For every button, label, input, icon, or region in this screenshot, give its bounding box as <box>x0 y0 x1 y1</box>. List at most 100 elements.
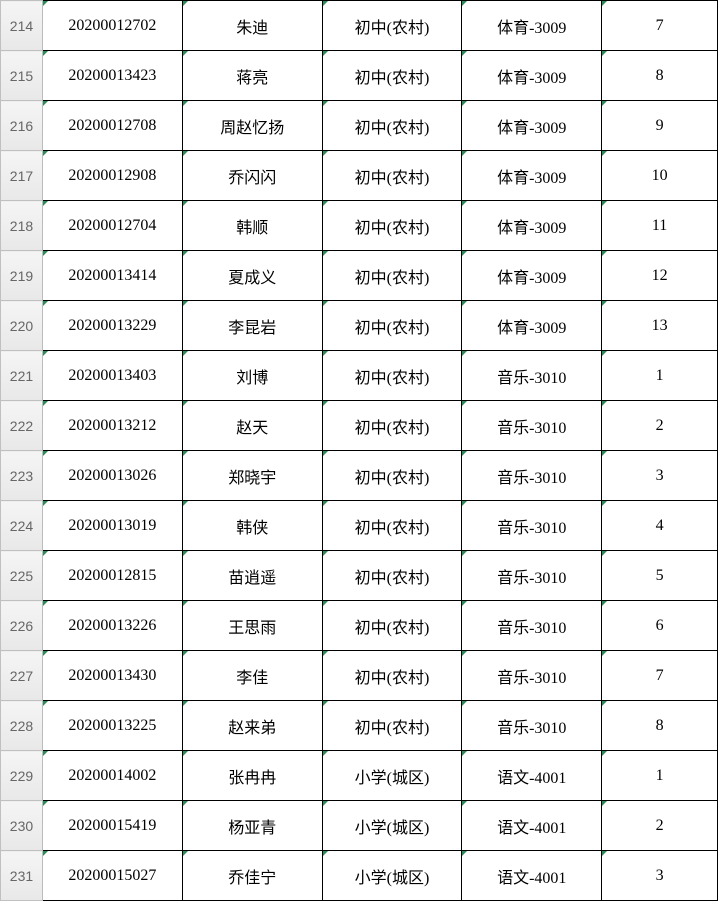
rank-cell[interactable]: 3 <box>602 851 718 901</box>
student-id-cell[interactable]: 20200012908 <box>42 151 182 201</box>
rank-cell[interactable]: 4 <box>602 501 718 551</box>
table-row[interactable]: 22820200013225赵来弟初中(农村)音乐-30108 <box>1 701 718 751</box>
name-cell[interactable]: 赵来弟 <box>182 701 322 751</box>
row-number-header[interactable]: 220 <box>1 301 43 351</box>
name-cell[interactable]: 杨亚青 <box>182 801 322 851</box>
name-cell[interactable]: 苗逍遥 <box>182 551 322 601</box>
student-id-cell[interactable]: 20200012702 <box>42 1 182 51</box>
name-cell[interactable]: 刘博 <box>182 351 322 401</box>
table-row[interactable]: 22020200013229李昆岩初中(农村)体育-300913 <box>1 301 718 351</box>
row-number-header[interactable]: 230 <box>1 801 43 851</box>
rank-cell[interactable]: 7 <box>602 651 718 701</box>
name-cell[interactable]: 乔佳宁 <box>182 851 322 901</box>
level-cell[interactable]: 初中(农村) <box>322 151 462 201</box>
table-row[interactable]: 23120200015027乔佳宁小学(城区)语文-40013 <box>1 851 718 901</box>
name-cell[interactable]: 韩顺 <box>182 201 322 251</box>
subject-cell[interactable]: 体育-3009 <box>462 101 602 151</box>
rank-cell[interactable]: 9 <box>602 101 718 151</box>
subject-cell[interactable]: 体育-3009 <box>462 301 602 351</box>
row-number-header[interactable]: 224 <box>1 501 43 551</box>
level-cell[interactable]: 初中(农村) <box>322 701 462 751</box>
level-cell[interactable]: 初中(农村) <box>322 651 462 701</box>
subject-cell[interactable]: 音乐-3010 <box>462 651 602 701</box>
level-cell[interactable]: 初中(农村) <box>322 301 462 351</box>
rank-cell[interactable]: 1 <box>602 351 718 401</box>
level-cell[interactable]: 初中(农村) <box>322 351 462 401</box>
subject-cell[interactable]: 语文-4001 <box>462 851 602 901</box>
student-id-cell[interactable]: 20200012708 <box>42 101 182 151</box>
name-cell[interactable]: 朱迪 <box>182 1 322 51</box>
table-row[interactable]: 22720200013430李佳初中(农村)音乐-30107 <box>1 651 718 701</box>
table-row[interactable]: 22420200013019韩侠初中(农村)音乐-30104 <box>1 501 718 551</box>
level-cell[interactable]: 小学(城区) <box>322 851 462 901</box>
rank-cell[interactable]: 2 <box>602 401 718 451</box>
student-id-cell[interactable]: 20200012815 <box>42 551 182 601</box>
table-row[interactable]: 23020200015419杨亚青小学(城区)语文-40012 <box>1 801 718 851</box>
rank-cell[interactable]: 8 <box>602 51 718 101</box>
name-cell[interactable]: 韩侠 <box>182 501 322 551</box>
subject-cell[interactable]: 体育-3009 <box>462 151 602 201</box>
student-id-cell[interactable]: 20200013026 <box>42 451 182 501</box>
level-cell[interactable]: 初中(农村) <box>322 551 462 601</box>
table-row[interactable]: 21520200013423蒋亮初中(农村)体育-30098 <box>1 51 718 101</box>
level-cell[interactable]: 初中(农村) <box>322 51 462 101</box>
subject-cell[interactable]: 体育-3009 <box>462 251 602 301</box>
table-row[interactable]: 21420200012702朱迪初中(农村)体育-30097 <box>1 1 718 51</box>
row-number-header[interactable]: 216 <box>1 101 43 151</box>
rank-cell[interactable]: 3 <box>602 451 718 501</box>
student-id-cell[interactable]: 20200015027 <box>42 851 182 901</box>
student-id-cell[interactable]: 20200013430 <box>42 651 182 701</box>
level-cell[interactable]: 初中(农村) <box>322 601 462 651</box>
rank-cell[interactable]: 12 <box>602 251 718 301</box>
table-row[interactable]: 22320200013026郑晓宇初中(农村)音乐-30103 <box>1 451 718 501</box>
subject-cell[interactable]: 音乐-3010 <box>462 601 602 651</box>
name-cell[interactable]: 蒋亮 <box>182 51 322 101</box>
rank-cell[interactable]: 1 <box>602 751 718 801</box>
name-cell[interactable]: 周赵忆扬 <box>182 101 322 151</box>
name-cell[interactable]: 乔闪闪 <box>182 151 322 201</box>
level-cell[interactable]: 初中(农村) <box>322 451 462 501</box>
table-row[interactable]: 22920200014002张冉冉小学(城区)语文-40011 <box>1 751 718 801</box>
row-number-header[interactable]: 227 <box>1 651 43 701</box>
student-id-cell[interactable]: 20200013019 <box>42 501 182 551</box>
table-row[interactable]: 22220200013212赵天初中(农村)音乐-30102 <box>1 401 718 451</box>
row-number-header[interactable]: 217 <box>1 151 43 201</box>
row-number-header[interactable]: 218 <box>1 201 43 251</box>
level-cell[interactable]: 小学(城区) <box>322 801 462 851</box>
name-cell[interactable]: 夏成义 <box>182 251 322 301</box>
name-cell[interactable]: 李昆岩 <box>182 301 322 351</box>
table-row[interactable]: 22620200013226王思雨初中(农村)音乐-30106 <box>1 601 718 651</box>
subject-cell[interactable]: 音乐-3010 <box>462 501 602 551</box>
level-cell[interactable]: 初中(农村) <box>322 101 462 151</box>
rank-cell[interactable]: 13 <box>602 301 718 351</box>
table-row[interactable]: 21720200012908乔闪闪初中(农村)体育-300910 <box>1 151 718 201</box>
student-id-cell[interactable]: 20200013226 <box>42 601 182 651</box>
row-number-header[interactable]: 222 <box>1 401 43 451</box>
subject-cell[interactable]: 音乐-3010 <box>462 701 602 751</box>
student-id-cell[interactable]: 20200013414 <box>42 251 182 301</box>
level-cell[interactable]: 初中(农村) <box>322 251 462 301</box>
student-id-cell[interactable]: 20200012704 <box>42 201 182 251</box>
subject-cell[interactable]: 音乐-3010 <box>462 351 602 401</box>
name-cell[interactable]: 郑晓宇 <box>182 451 322 501</box>
subject-cell[interactable]: 语文-4001 <box>462 801 602 851</box>
student-id-cell[interactable]: 20200013212 <box>42 401 182 451</box>
rank-cell[interactable]: 11 <box>602 201 718 251</box>
row-number-header[interactable]: 215 <box>1 51 43 101</box>
name-cell[interactable]: 李佳 <box>182 651 322 701</box>
table-row[interactable]: 21820200012704韩顺初中(农村)体育-300911 <box>1 201 718 251</box>
row-number-header[interactable]: 225 <box>1 551 43 601</box>
subject-cell[interactable]: 体育-3009 <box>462 1 602 51</box>
row-number-header[interactable]: 226 <box>1 601 43 651</box>
row-number-header[interactable]: 219 <box>1 251 43 301</box>
name-cell[interactable]: 赵天 <box>182 401 322 451</box>
rank-cell[interactable]: 7 <box>602 1 718 51</box>
subject-cell[interactable]: 音乐-3010 <box>462 401 602 451</box>
row-number-header[interactable]: 214 <box>1 1 43 51</box>
rank-cell[interactable]: 10 <box>602 151 718 201</box>
subject-cell[interactable]: 音乐-3010 <box>462 451 602 501</box>
name-cell[interactable]: 张冉冉 <box>182 751 322 801</box>
row-number-header[interactable]: 231 <box>1 851 43 901</box>
level-cell[interactable]: 小学(城区) <box>322 751 462 801</box>
level-cell[interactable]: 初中(农村) <box>322 201 462 251</box>
